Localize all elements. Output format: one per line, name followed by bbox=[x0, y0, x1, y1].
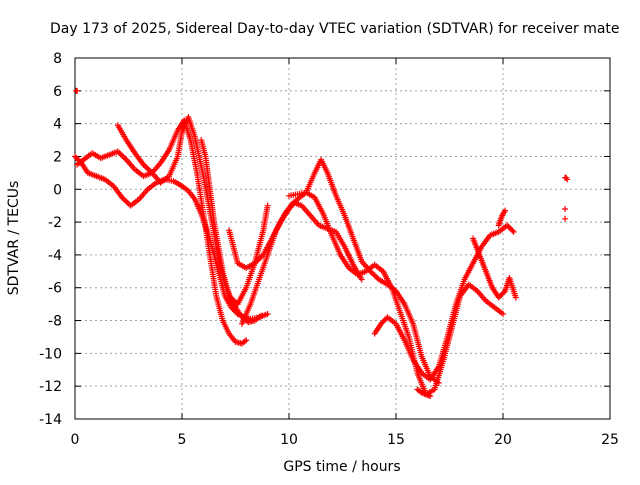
y-tick-label: -8 bbox=[48, 314, 62, 330]
data-point bbox=[264, 310, 271, 317]
data-point bbox=[510, 228, 517, 235]
data-point bbox=[120, 154, 127, 161]
series-arc-4 bbox=[198, 137, 265, 326]
data-point bbox=[257, 254, 264, 261]
y-tick-label: -14 bbox=[39, 412, 62, 428]
data-point bbox=[258, 312, 265, 319]
x-axis-label: GPS time / hours bbox=[283, 459, 400, 475]
series-isolated-points bbox=[73, 87, 571, 222]
series-arc-9 bbox=[470, 235, 519, 301]
x-tick-label: 20 bbox=[494, 432, 512, 448]
data-point bbox=[562, 205, 569, 212]
data-point bbox=[435, 379, 442, 386]
data-point bbox=[370, 271, 377, 278]
data-point bbox=[562, 215, 569, 222]
y-tick-label: -2 bbox=[48, 215, 62, 231]
data-point bbox=[564, 176, 571, 183]
data-layer bbox=[72, 87, 571, 400]
data-point bbox=[502, 207, 509, 214]
data-point bbox=[243, 337, 250, 344]
data-point bbox=[373, 273, 380, 280]
data-point bbox=[358, 276, 365, 283]
y-tick-label: 6 bbox=[53, 84, 62, 100]
data-point bbox=[119, 152, 126, 159]
series-arc-5 bbox=[226, 189, 506, 398]
plot-frame bbox=[74, 57, 611, 420]
y-axis-label: SDTVAR / TECUs bbox=[6, 181, 22, 296]
chart-title: Day 173 of 2025, Sidereal Day-to-day VTE… bbox=[50, 21, 620, 37]
data-point bbox=[512, 294, 519, 301]
x-tick-label: 15 bbox=[387, 432, 405, 448]
data-point bbox=[143, 164, 150, 171]
y-tick-label: -12 bbox=[39, 379, 62, 395]
data-point bbox=[509, 227, 516, 234]
x-tick-label: 10 bbox=[280, 432, 298, 448]
x-tick-label: 0 bbox=[71, 432, 80, 448]
y-tick-label: -4 bbox=[48, 248, 62, 264]
series-arc-10 bbox=[414, 386, 434, 400]
data-point bbox=[121, 197, 128, 204]
data-point bbox=[500, 289, 507, 296]
y-tick-label: 2 bbox=[53, 149, 62, 165]
tick-layer: 0 5 10 15 20 25 -14 -12 -10 -8 -6 -4 -2 0 2 4 6 8 bbox=[39, 51, 619, 448]
series-arc-2 bbox=[74, 117, 250, 347]
x-tick-label: 5 bbox=[178, 432, 187, 448]
series-arc-11 bbox=[495, 207, 509, 229]
series-arc-7 bbox=[286, 156, 442, 386]
data-point bbox=[264, 202, 271, 209]
data-point bbox=[124, 199, 131, 206]
series-arc-3 bbox=[114, 114, 271, 308]
data-point bbox=[427, 393, 434, 400]
series-arc-6 bbox=[238, 199, 365, 327]
y-tick-label: 4 bbox=[53, 117, 62, 133]
x-tick-label: 25 bbox=[601, 432, 619, 448]
data-point bbox=[371, 272, 378, 279]
y-tick-label: 0 bbox=[53, 182, 62, 198]
series-arc-8 bbox=[371, 222, 517, 383]
data-point bbox=[123, 198, 130, 205]
grid-layer bbox=[75, 58, 610, 419]
y-tick-label: 8 bbox=[53, 51, 62, 67]
y-tick-label: -6 bbox=[48, 281, 62, 297]
data-point bbox=[74, 87, 81, 94]
y-tick-label: -10 bbox=[39, 346, 62, 362]
data-point bbox=[121, 155, 128, 162]
data-point bbox=[500, 310, 506, 317]
data-point bbox=[116, 149, 123, 156]
